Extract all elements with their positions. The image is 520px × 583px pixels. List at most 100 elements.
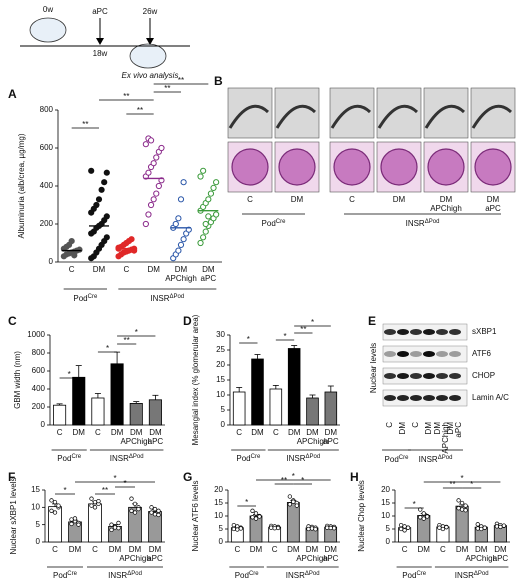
blot-band <box>410 373 422 379</box>
y-tick-label: 15 <box>214 498 223 507</box>
band-label: ATF6 <box>472 349 492 358</box>
category-label: aPC <box>201 274 217 283</box>
category-label: aPC <box>454 422 463 438</box>
data-point <box>129 508 134 513</box>
y-tick-label: 15 <box>216 375 225 384</box>
bar <box>148 511 162 543</box>
data-point <box>202 220 209 228</box>
category-label: DM <box>202 265 215 274</box>
category-label: aPC <box>147 554 163 563</box>
data-point <box>213 179 220 186</box>
significance-label: ** <box>137 106 143 115</box>
category-label: APChigh <box>119 554 151 563</box>
data-point <box>76 246 83 253</box>
data-point <box>197 173 204 180</box>
data-point <box>231 522 236 528</box>
data-point <box>459 507 465 512</box>
category-label: C <box>95 428 101 437</box>
data-point <box>437 525 442 530</box>
bar <box>53 404 67 426</box>
blot-band <box>410 351 422 357</box>
category-label: DM <box>69 545 82 554</box>
timeline-label: 18w <box>93 49 108 58</box>
blot-band <box>449 395 461 401</box>
glomerulus <box>427 148 465 186</box>
data-point <box>109 527 114 533</box>
group-label: INSRΔPod <box>406 219 440 229</box>
data-point <box>253 511 259 516</box>
category-label: C <box>385 422 394 428</box>
category-label: DM <box>149 545 162 554</box>
data-point <box>210 184 217 191</box>
category-label: aPC <box>323 554 339 563</box>
group-name: INSR <box>108 571 127 580</box>
category-label: C <box>123 265 129 274</box>
data-point <box>116 525 121 531</box>
y-tick-label: 0 <box>41 420 46 429</box>
data-point <box>276 525 281 531</box>
data-point <box>479 526 484 532</box>
mouse-icon <box>29 17 67 43</box>
data-point <box>175 215 182 222</box>
significance-label: * <box>283 332 286 341</box>
y-tick-label: 20 <box>214 485 223 494</box>
group-name: Pod <box>73 294 87 303</box>
group-name: Pod <box>236 454 250 463</box>
category-label: DM <box>287 545 300 554</box>
data-point <box>93 201 100 209</box>
group-sup: ΔPod <box>425 219 440 225</box>
membrane <box>275 104 317 129</box>
data-point <box>88 167 95 174</box>
data-point <box>92 505 98 510</box>
arrowhead <box>146 38 154 45</box>
data-point <box>103 169 110 176</box>
group-label: INSRΔPod <box>286 454 320 464</box>
category-label: APChigh <box>297 437 329 446</box>
group-name: INSR <box>150 294 169 303</box>
blot-band <box>410 329 422 335</box>
data-point <box>463 508 468 513</box>
data-point <box>92 499 98 505</box>
data-point <box>142 141 149 148</box>
category-label: C <box>247 195 253 204</box>
group-sup: ΔPod <box>170 294 185 300</box>
data-point <box>418 515 423 520</box>
data-point <box>145 169 152 176</box>
micrograph-em <box>376 87 422 139</box>
category-label: DM <box>424 422 433 435</box>
group-name: Pod <box>385 455 399 464</box>
data-point <box>272 526 277 531</box>
bar <box>129 402 143 426</box>
bar <box>110 363 124 426</box>
data-point <box>172 220 179 228</box>
category-label: DM <box>129 545 142 554</box>
group-name: INSR <box>286 454 305 463</box>
timeline-label: 26w <box>143 7 158 16</box>
y-tick-label: 15 <box>381 498 390 507</box>
data-point <box>294 503 299 508</box>
data-point <box>456 506 461 511</box>
data-point <box>128 236 135 243</box>
data-point <box>402 524 407 529</box>
data-point <box>156 508 161 513</box>
bar <box>251 358 264 426</box>
category-label: DM <box>324 545 337 554</box>
group-name: Pod <box>235 571 249 580</box>
group-sup: Cre <box>251 454 261 460</box>
y-axis-label: Nuclear Chop levels <box>357 480 366 552</box>
group-sup: ΔPod <box>127 571 142 577</box>
significance-label: ** <box>300 325 306 334</box>
data-point <box>205 213 212 220</box>
group-label: INSRΔPod <box>286 571 320 581</box>
significance-label: ** <box>124 336 130 345</box>
group-label: PodCre <box>57 454 82 464</box>
blot-side-label: Nuclear levels <box>369 343 378 393</box>
category-label: DM <box>111 428 124 437</box>
category-label: DM <box>325 428 338 437</box>
category-label: aPC <box>148 437 164 446</box>
data-point <box>72 516 78 521</box>
blot-band <box>384 395 396 401</box>
y-axis-label: Nuclear ATF6 levels <box>191 481 200 552</box>
glomerulus <box>380 148 418 186</box>
category-label: aPC <box>485 204 501 213</box>
